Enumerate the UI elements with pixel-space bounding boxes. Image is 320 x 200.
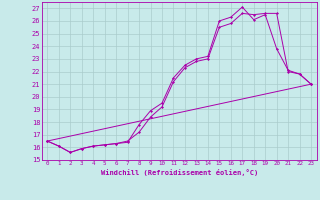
X-axis label: Windchill (Refroidissement éolien,°C): Windchill (Refroidissement éolien,°C) — [100, 169, 258, 176]
